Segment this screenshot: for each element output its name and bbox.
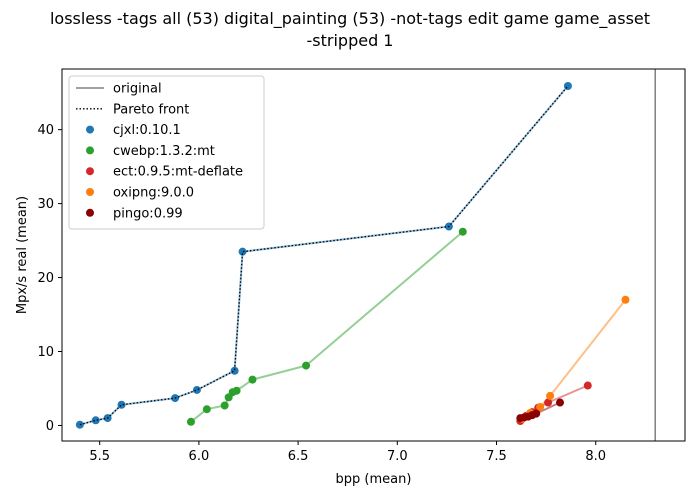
y-tick-label: 10 (37, 345, 54, 360)
legend-box (68, 75, 265, 230)
point-cjxl-0-10-1-1 (91, 416, 100, 425)
legend-swatch-pingo-0-99 (86, 208, 94, 217)
legend-swatch-cjxl-0-10-1 (86, 125, 94, 134)
legend-label-oxipng-9-0-0: oxipng:9.0.0 (113, 186, 194, 201)
legend-label-cwebp-1-3-2-mt: cwebp:1.3.2:mt (113, 144, 215, 159)
legend-swatch-cwebp-1-3-2-mt (86, 146, 94, 155)
point-oxipng-9-0-0-2 (536, 402, 545, 411)
point-cwebp-1-3-2-mt-7 (302, 361, 311, 370)
x-tick-label: 7.5 (486, 449, 507, 464)
point-pingo-0-99-5 (556, 398, 565, 407)
x-axis-label: bpp (mean) (336, 472, 412, 487)
point-ect-0-9-5-mt-deflate-5 (583, 381, 592, 390)
legend-label-ect-0-9-5-mt-deflate: ect:0.9.5:mt-deflate (113, 165, 243, 180)
point-cwebp-1-3-2-mt-1 (202, 405, 211, 414)
x-tick-label: 8.0 (585, 449, 606, 464)
point-oxipng-9-0-0-4 (621, 295, 630, 304)
point-cwebp-1-3-2-mt-6 (248, 375, 257, 384)
y-tick-label: 30 (37, 197, 54, 212)
y-axis-label: Mpx/s real (mean) (15, 196, 30, 314)
legend-label-pareto-front: Pareto front (113, 102, 189, 117)
axes-frame (61, 68, 686, 442)
x-tick-label: 7.0 (387, 449, 408, 464)
point-cjxl-0-10-1-9 (563, 82, 572, 91)
point-cwebp-1-3-2-mt-5 (232, 386, 241, 395)
axis-ticks: 5.5 6.0 6.5 7.0 7.5 8.0 0 10 20 30 40 (37, 123, 606, 464)
point-cjxl-0-10-1-7 (238, 247, 247, 256)
chart-title-line-1: lossless -tags all (53) digital_painting… (50, 9, 650, 29)
point-oxipng-9-0-0-3 (546, 391, 555, 400)
point-cwebp-1-3-2-mt-8 (458, 227, 467, 236)
chart-title-line-2: -stripped 1 (307, 31, 394, 50)
series-line-oxipng-9-0-0 (521, 299, 627, 420)
point-ect-0-9-5-mt-deflate-4 (544, 398, 553, 407)
point-cwebp-1-3-2-mt-2 (220, 401, 229, 410)
legend-swatch-oxipng-9-0-0 (86, 188, 94, 196)
point-cjxl-0-10-1-6 (230, 366, 239, 375)
point-cjxl-0-10-1-0 (75, 420, 84, 429)
legend-label-pingo-0-99: pingo:0.99 (113, 206, 183, 221)
plot-area (75, 69, 656, 441)
y-tick-label: 20 (37, 271, 54, 286)
point-pingo-0-99-4 (532, 409, 541, 418)
x-tick-label: 6.5 (288, 449, 309, 464)
y-tick-label: 40 (37, 123, 54, 138)
point-cjxl-0-10-1-3 (117, 400, 126, 409)
point-cjxl-0-10-1-5 (192, 385, 201, 394)
legend-swatch-ect-0-9-5-mt-deflate (86, 167, 94, 176)
pareto-front-line (79, 85, 569, 426)
legend-label-original: original (113, 82, 162, 97)
legend: original Pareto front cjxl:0.10.1 cwebp:1.3… (68, 75, 265, 230)
y-tick-label: 0 (46, 419, 54, 434)
point-cwebp-1-3-2-mt-0 (186, 417, 195, 426)
x-tick-label: 6.0 (189, 449, 210, 464)
x-tick-label: 5.5 (89, 449, 110, 464)
legend-label-cjxl-0-10-1: cjxl:0.10.1 (113, 123, 181, 138)
